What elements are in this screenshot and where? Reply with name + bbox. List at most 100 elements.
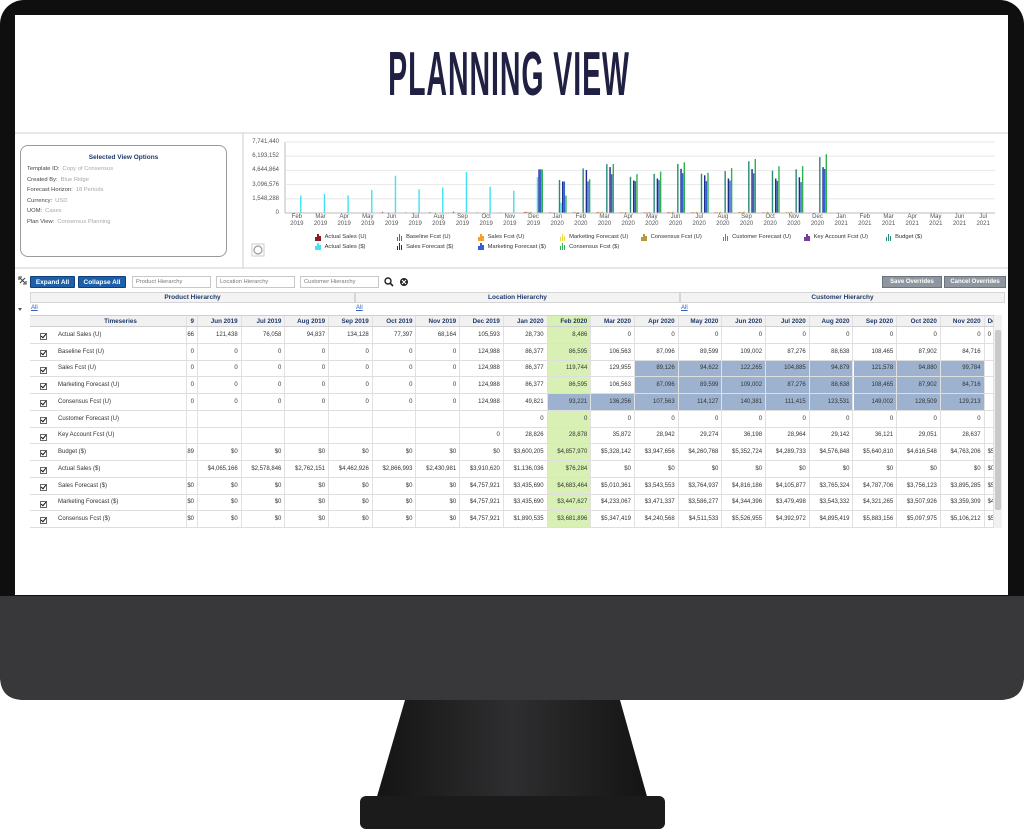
table-cell: [985, 377, 994, 393]
legend-item[interactable]: Consensus Fcst (U): [641, 233, 702, 241]
table-cell: Marketing Forecast ($): [55, 494, 187, 511]
bar: [634, 181, 637, 213]
hierarchy-link[interactable]: All: [31, 305, 38, 311]
bar: [574, 211, 576, 213]
table-cell: $0: [417, 444, 461, 460]
action-button[interactable]: Save Overrides: [882, 276, 942, 288]
table-cell: 86,595: [547, 343, 592, 360]
legend-icon-bar: [317, 233, 319, 241]
table-cell: 106,563: [591, 343, 635, 360]
table-cell: $2,578,846: [242, 461, 286, 477]
row-checkbox[interactable]: [40, 467, 47, 474]
row-checkbox[interactable]: [40, 349, 47, 357]
table-cell: $0: [591, 461, 635, 477]
clear-icon[interactable]: [401, 279, 407, 285]
table-cell: 0: [854, 327, 898, 343]
toolbar-button[interactable]: Expand All: [30, 276, 75, 288]
legend-item[interactable]: Consensus Fcst ($): [559, 243, 619, 251]
legend-item[interactable]: Budget ($): [885, 233, 922, 241]
table-cell: 123,531: [809, 394, 854, 410]
search-icon[interactable]: [389, 282, 394, 287]
row-checkbox[interactable]: [40, 433, 47, 441]
table-cell: 109,002: [722, 343, 767, 360]
table-cell: $0: [285, 511, 330, 527]
scrollbar-thumb[interactable]: [995, 330, 1001, 510]
table-cell: 0: [329, 394, 373, 410]
table-cell: $0: [722, 461, 767, 477]
legend-icon-bar: [480, 233, 482, 241]
legend-item[interactable]: Actual Sales (U): [315, 233, 366, 241]
legend-icon: [315, 233, 322, 241]
x-tick-label: Aug 2019: [432, 214, 446, 227]
row-checkbox[interactable]: [40, 483, 47, 491]
row-checkbox[interactable]: [40, 500, 47, 508]
row-checkbox[interactable]: [40, 366, 47, 374]
bar: [766, 211, 769, 213]
settings-icon[interactable]: [253, 245, 263, 255]
table-cell: 84,716: [940, 377, 985, 393]
bar: [371, 190, 373, 213]
bar: [795, 169, 797, 213]
bar: [525, 211, 527, 213]
row-checkbox[interactable]: [40, 416, 47, 424]
column-header: Aug 2020: [810, 316, 854, 326]
filter-input[interactable]: Location Hierarchy: [216, 276, 295, 288]
legend-item[interactable]: Marketing Forecast (U): [559, 233, 628, 241]
table-cell: $0: [242, 477, 286, 494]
option-value: Copy of Consensus: [62, 166, 114, 172]
table-cell: $5,640,810: [854, 444, 898, 460]
table-cell: 0: [722, 327, 767, 343]
legend-icon-bar: [480, 243, 482, 250]
table-cell: Baseline Fcst (U): [55, 343, 187, 360]
legend-icon: [559, 233, 567, 241]
legend-item[interactable]: Baseline Fcst (U): [396, 233, 451, 241]
x-tick-label: Jul 2020: [692, 214, 706, 227]
bar: [754, 159, 757, 213]
x-tick-label: May 2020: [645, 214, 659, 227]
table-cell: Consensus Fcst (U): [55, 394, 187, 410]
table-cell: 0: [373, 343, 417, 360]
legend-item[interactable]: Marketing Forecast ($): [478, 243, 546, 251]
legend-item[interactable]: Actual Sales ($): [315, 243, 365, 251]
expand-icon[interactable]: [18, 276, 27, 285]
bar: [530, 211, 532, 213]
bar: [669, 211, 671, 213]
y-tick-label: 6,193,152: [252, 153, 279, 160]
option-row: Currency: USD: [27, 198, 67, 204]
bar: [648, 211, 651, 213]
row-checkbox[interactable]: [40, 450, 47, 458]
row-checkbox[interactable]: [40, 333, 47, 340]
legend-item[interactable]: Sales Fcst (U): [478, 233, 524, 241]
x-tick-label: Jul 2019: [408, 214, 422, 227]
search-icon[interactable]: [384, 277, 392, 285]
table-cell: 89,126: [635, 360, 679, 377]
row-checkbox[interactable]: [40, 517, 47, 525]
table-cell: 28,964: [766, 427, 810, 444]
y-tick-label: 0: [275, 210, 279, 216]
bar: [560, 202, 562, 213]
row-checkbox[interactable]: [40, 383, 47, 391]
legend-item[interactable]: Customer Forecast (U): [722, 233, 791, 241]
hierarchy-link[interactable]: All: [681, 305, 688, 311]
table-cell: Sales Fcst (U): [55, 360, 187, 377]
hierarchy-link[interactable]: All: [356, 305, 363, 311]
table-cell: 0: [242, 360, 286, 377]
collapse-arrow[interactable]: [18, 308, 22, 311]
x-tick-label: Feb 2019: [290, 214, 304, 227]
table-row: Budget ($) 89 $0 $0 $0 $0 $0 $0 $0 $3,600,205 $4,8…: [30, 444, 994, 461]
filter-input[interactable]: Customer Hierarchy: [300, 276, 379, 288]
table-cell: 0: [373, 360, 417, 377]
toolbar-button[interactable]: Collapse All: [78, 276, 126, 288]
table-cell: 104,885: [766, 360, 810, 377]
legend-item[interactable]: Key Account Fcst (U): [804, 233, 868, 241]
legend-item[interactable]: Sales Forecast ($): [396, 243, 453, 251]
table-cell: 94,880: [897, 360, 941, 377]
table-cell: $4,105,877: [766, 477, 810, 494]
settings-frame[interactable]: [251, 243, 265, 257]
filter-input[interactable]: Product Hierarchy: [132, 276, 211, 288]
table-cell: $0: [417, 511, 461, 527]
column-header: Jun 2020: [722, 316, 767, 326]
action-button[interactable]: Cancel Overrides: [944, 276, 1006, 288]
row-checkbox[interactable]: [40, 400, 47, 407]
